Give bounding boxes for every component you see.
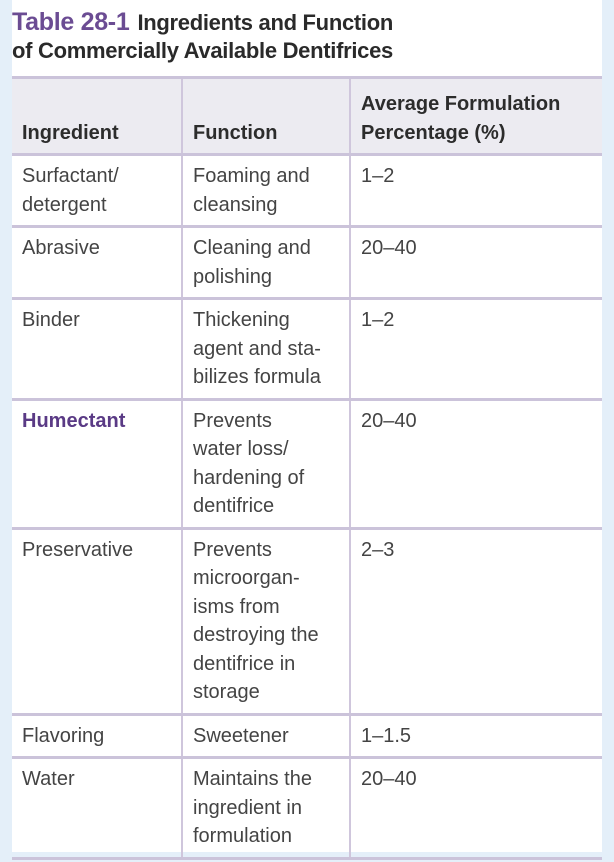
- table-row: Binder Thickening agent and sta- bilizes …: [12, 297, 602, 401]
- ingredient-cell: Flavoring: [12, 712, 183, 759]
- header-function: Function: [181, 76, 351, 156]
- ingredient-cell: Preservative: [12, 526, 183, 716]
- ingredients-table: Ingredient Function Average Formulation …: [12, 76, 602, 860]
- table-row: Surfactant/ detergent Foaming and cleansi…: [12, 153, 602, 228]
- function-cell: Prevents water loss/ hardening of dentif…: [181, 397, 351, 530]
- ingredient-cell-highlighted: Humectant: [12, 397, 183, 530]
- percentage-cell: 1–1.5: [349, 712, 602, 759]
- function-cell: Prevents microorgan- isms from destroyin…: [181, 526, 351, 716]
- percentage-cell: 20–40: [349, 397, 602, 530]
- table-row: Humectant Prevents water loss/ hardening …: [12, 397, 602, 530]
- percentage-cell: 20–40: [349, 225, 602, 300]
- percentage-cell: 1–2: [349, 153, 602, 228]
- function-cell: Sweetener: [181, 712, 351, 759]
- header-ingredient: Ingredient: [12, 76, 183, 156]
- table-header-row: Ingredient Function Average Formulation …: [12, 76, 602, 156]
- table-row: Preservative Prevents microorgan- isms fr…: [12, 526, 602, 716]
- percentage-cell: 20–40: [349, 756, 602, 860]
- percentage-cell: 2–3: [349, 526, 602, 716]
- table-title: Table 28-1 Ingredients and Function of Co…: [12, 8, 602, 65]
- table-row: Abrasive Cleaning and polishing 20–40: [12, 225, 602, 300]
- table-row: Water Maintains the ingredient in formula…: [12, 756, 602, 860]
- ingredient-cell: Abrasive: [12, 225, 183, 300]
- ingredient-cell: Binder: [12, 297, 183, 401]
- ingredient-cell: Surfactant/ detergent: [12, 153, 183, 228]
- percentage-cell: 1–2: [349, 297, 602, 401]
- table-caption: Ingredients and Function of Commercially…: [12, 10, 394, 63]
- function-cell: Foaming and cleansing: [181, 153, 351, 228]
- function-cell: Cleaning and polishing: [181, 225, 351, 300]
- ingredient-cell: Water: [12, 756, 183, 860]
- header-percentage: Average Formulation Percentage (%): [349, 76, 602, 156]
- table-row: Flavoring Sweetener 1–1.5: [12, 712, 602, 759]
- function-cell: Maintains the ingredient in formulation: [181, 756, 351, 860]
- function-cell: Thickening agent and sta- bilizes formul…: [181, 297, 351, 401]
- table-number: Table 28-1: [12, 8, 130, 36]
